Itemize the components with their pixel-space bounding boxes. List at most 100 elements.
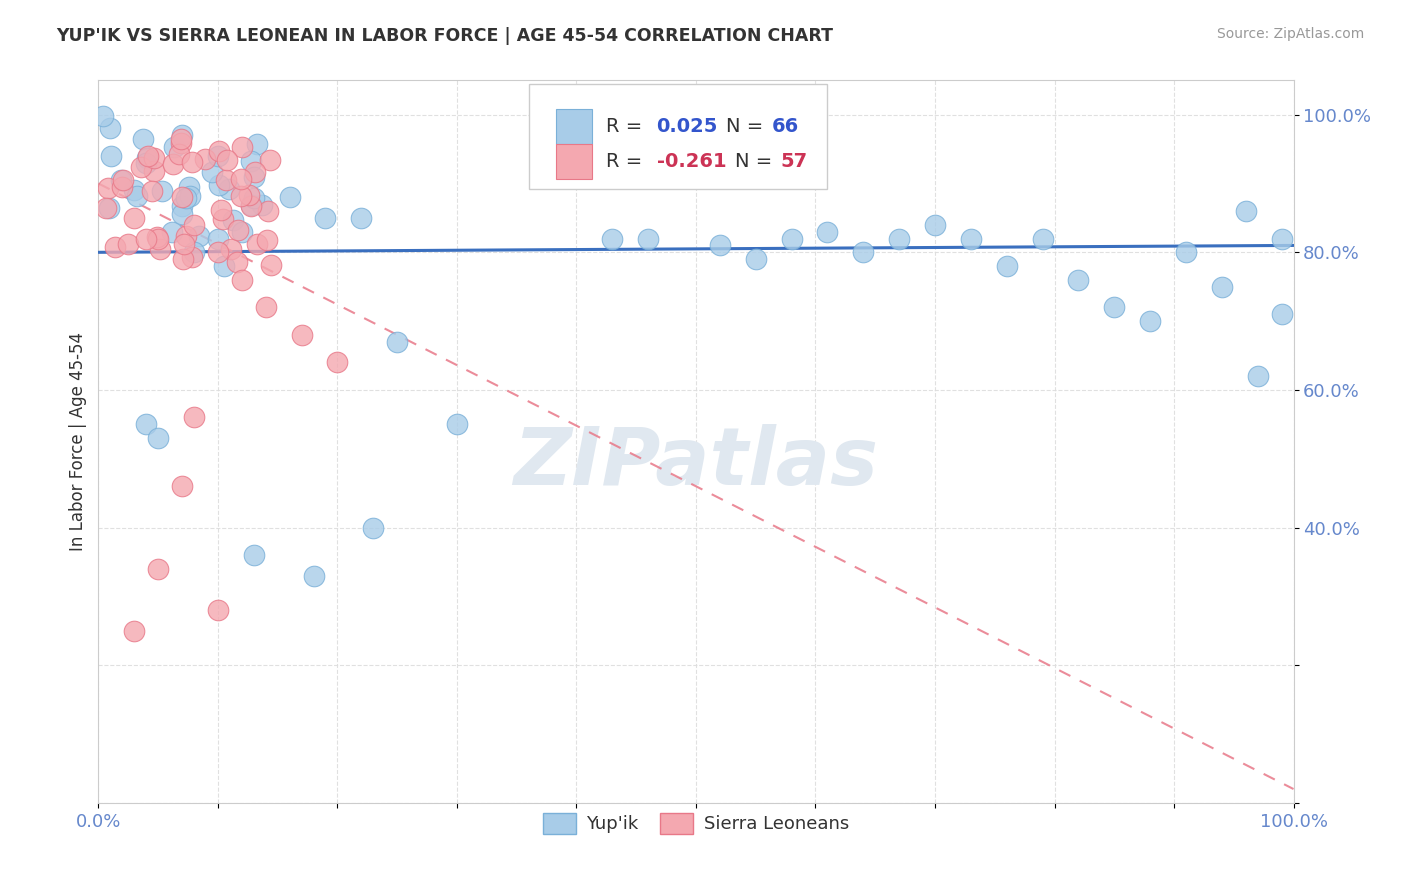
Point [214, 173, 236, 187]
Point [1067, 273, 1090, 287]
Point [221, 243, 243, 257]
Point [207, 149, 229, 163]
Point [142, 164, 165, 178]
Point [226, 254, 249, 268]
Point [124, 624, 146, 638]
Point [174, 190, 197, 204]
Point [446, 417, 468, 432]
Point [141, 184, 163, 198]
Point [129, 160, 152, 174]
Point [1211, 279, 1233, 293]
FancyBboxPatch shape [529, 84, 827, 189]
Point [246, 237, 269, 252]
Point [254, 301, 277, 315]
Point [212, 259, 235, 273]
Point [1175, 245, 1198, 260]
Point [172, 190, 194, 204]
Point [100, 120, 122, 135]
Point [97, 180, 120, 194]
Point [924, 218, 946, 232]
Point [172, 128, 194, 143]
Point [218, 182, 240, 196]
Point [160, 225, 183, 239]
Point [170, 131, 193, 145]
Point [163, 140, 186, 154]
Point [179, 188, 201, 202]
Point [142, 151, 165, 165]
Point [181, 250, 204, 264]
Point [995, 259, 1018, 273]
Point [117, 236, 139, 251]
Point [1139, 314, 1161, 328]
Text: 66: 66 [772, 117, 799, 136]
Y-axis label: In Labor Force | Age 45-54: In Labor Force | Age 45-54 [69, 332, 87, 551]
FancyBboxPatch shape [557, 144, 592, 178]
Point [385, 334, 409, 349]
Point [745, 252, 768, 267]
Point [162, 157, 184, 171]
Point [226, 223, 249, 237]
Point [135, 231, 157, 245]
Point [1032, 231, 1054, 245]
Point [183, 218, 205, 232]
Point [246, 136, 269, 151]
Point [167, 147, 190, 161]
Point [174, 229, 197, 244]
Point [111, 173, 134, 187]
Text: 57: 57 [780, 152, 808, 170]
Point [231, 189, 253, 203]
Point [148, 562, 170, 576]
Point [172, 479, 194, 493]
Point [124, 211, 146, 225]
Point [602, 231, 624, 245]
Point [238, 188, 260, 202]
Point [110, 172, 132, 186]
Point [172, 199, 194, 213]
Text: -0.261: -0.261 [657, 152, 725, 170]
Point [135, 156, 157, 170]
Point [207, 245, 229, 260]
Point [187, 229, 209, 244]
Point [170, 207, 193, 221]
Point [100, 148, 122, 162]
Point [207, 231, 229, 245]
Point [148, 431, 170, 445]
Point [780, 231, 803, 245]
Point [239, 198, 262, 212]
Point [207, 603, 229, 617]
Point [291, 327, 314, 342]
Point [960, 231, 983, 245]
Point [194, 152, 217, 166]
Point [363, 520, 385, 534]
Point [243, 548, 266, 562]
Point [256, 204, 278, 219]
Point [91, 109, 114, 123]
Point [148, 231, 170, 245]
Point [183, 245, 205, 260]
Point [350, 211, 373, 225]
Point [889, 231, 911, 245]
Point [170, 136, 193, 150]
Legend: Yup'ik, Sierra Leoneans: Yup'ik, Sierra Leoneans [536, 805, 856, 841]
Point [222, 213, 245, 227]
Point [1104, 301, 1126, 315]
Text: R =: R = [606, 117, 648, 136]
Point [94, 202, 117, 216]
Point [135, 417, 157, 432]
Text: N =: N = [725, 117, 769, 136]
Point [1247, 369, 1270, 384]
Point [256, 233, 278, 247]
Point [172, 252, 194, 266]
Text: 0.025: 0.025 [657, 117, 718, 136]
Point [132, 132, 155, 146]
Point [245, 165, 267, 179]
Point [231, 172, 253, 186]
Point [177, 180, 200, 194]
Point [122, 183, 145, 197]
Point [231, 140, 253, 154]
Point [135, 151, 157, 165]
Point [815, 225, 838, 239]
Point [111, 179, 134, 194]
Point [208, 145, 231, 159]
Point [145, 229, 167, 244]
